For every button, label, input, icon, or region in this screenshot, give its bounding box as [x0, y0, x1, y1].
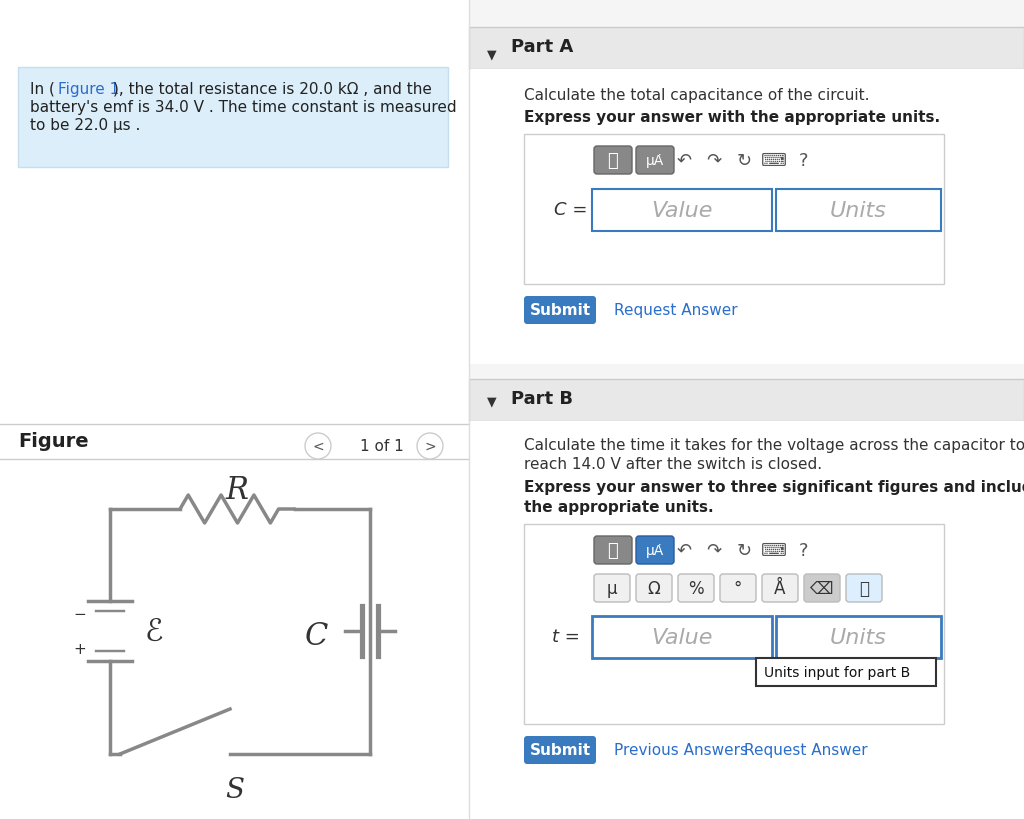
- Bar: [469, 70, 1024, 364]
- Text: ⌨: ⌨: [761, 541, 787, 559]
- Text: the appropriate units.: the appropriate units.: [524, 500, 714, 514]
- Text: Å: Å: [774, 579, 785, 597]
- Text: Units: Units: [829, 627, 887, 647]
- Bar: [524, 135, 944, 285]
- Text: C =: C =: [554, 201, 588, 219]
- Bar: [0, 0, 469, 819]
- Text: Value: Value: [651, 201, 713, 221]
- Text: Request Answer: Request Answer: [744, 743, 867, 758]
- Text: to be 22.0 μs .: to be 22.0 μs .: [30, 118, 140, 133]
- Text: Ω: Ω: [647, 579, 660, 597]
- Bar: [592, 190, 772, 232]
- FancyBboxPatch shape: [678, 574, 714, 602]
- Text: ⎕: ⎕: [607, 541, 618, 559]
- FancyBboxPatch shape: [524, 296, 596, 324]
- FancyBboxPatch shape: [636, 147, 674, 174]
- Text: ), the total resistance is 20.0 kΩ , and the: ), the total resistance is 20.0 kΩ , and…: [113, 82, 432, 97]
- Text: Submit: Submit: [529, 303, 591, 318]
- Text: ↷: ↷: [707, 152, 722, 170]
- Text: Previous Answers: Previous Answers: [614, 743, 748, 758]
- FancyBboxPatch shape: [594, 536, 632, 564]
- Text: ⌨: ⌨: [761, 152, 787, 170]
- Text: ▼: ▼: [487, 395, 497, 408]
- Text: In (: In (: [30, 82, 55, 97]
- Bar: [18, 68, 449, 168]
- FancyBboxPatch shape: [720, 574, 756, 602]
- Text: ?: ?: [800, 541, 809, 559]
- Text: R: R: [225, 474, 249, 505]
- Text: battery's emf is 34.0 V . The time constant is measured: battery's emf is 34.0 V . The time const…: [30, 100, 457, 115]
- Text: μ: μ: [607, 579, 617, 597]
- Text: Part A: Part A: [511, 38, 573, 56]
- FancyBboxPatch shape: [524, 736, 596, 764]
- Text: Part B: Part B: [511, 390, 573, 408]
- Circle shape: [305, 433, 331, 459]
- Text: ↷: ↷: [707, 541, 722, 559]
- Text: t =: t =: [552, 627, 580, 645]
- FancyBboxPatch shape: [846, 574, 882, 602]
- Text: ⬹: ⬹: [859, 579, 869, 597]
- Text: Figure 1: Figure 1: [58, 82, 119, 97]
- Text: −: −: [74, 606, 86, 622]
- Text: μȦ: μȦ: [646, 543, 665, 557]
- Text: Units input for part B: Units input for part B: [764, 665, 910, 679]
- Text: C: C: [305, 621, 329, 652]
- Text: ⌫: ⌫: [810, 579, 834, 597]
- Text: S: S: [225, 776, 245, 803]
- FancyBboxPatch shape: [636, 574, 672, 602]
- Bar: [469, 0, 1024, 819]
- Text: ↻: ↻: [736, 152, 752, 170]
- Text: ↻: ↻: [736, 541, 752, 559]
- Text: Value: Value: [651, 627, 713, 647]
- Text: reach 14.0 V after the switch is closed.: reach 14.0 V after the switch is closed.: [524, 456, 822, 472]
- Bar: [469, 28, 1024, 70]
- Text: ℰ: ℰ: [145, 617, 164, 645]
- Text: Units: Units: [829, 201, 887, 221]
- Bar: [469, 379, 1024, 422]
- Text: ↶: ↶: [677, 541, 691, 559]
- FancyBboxPatch shape: [762, 574, 798, 602]
- Text: Express your answer with the appropriate units.: Express your answer with the appropriate…: [524, 110, 940, 124]
- Bar: [776, 616, 941, 658]
- Text: ⎕: ⎕: [607, 152, 618, 170]
- Bar: [756, 658, 936, 686]
- Text: 1 of 1: 1 of 1: [360, 439, 403, 454]
- Text: ?: ?: [800, 152, 809, 170]
- Text: Express your answer to three significant figures and include: Express your answer to three significant…: [524, 479, 1024, 495]
- Circle shape: [417, 433, 443, 459]
- Text: °: °: [734, 579, 742, 597]
- Bar: [776, 190, 941, 232]
- FancyBboxPatch shape: [804, 574, 840, 602]
- Text: Submit: Submit: [529, 743, 591, 758]
- Bar: [592, 616, 772, 658]
- Text: ↶: ↶: [677, 152, 691, 170]
- FancyBboxPatch shape: [594, 147, 632, 174]
- Text: Figure: Figure: [18, 432, 89, 450]
- FancyBboxPatch shape: [594, 574, 630, 602]
- Text: +: +: [74, 641, 86, 656]
- Text: %: %: [688, 579, 703, 597]
- Text: <: <: [312, 440, 324, 454]
- Bar: [469, 422, 1024, 819]
- Text: Calculate the time it takes for the voltage across the capacitor to: Calculate the time it takes for the volt…: [524, 437, 1024, 452]
- Bar: [524, 524, 944, 724]
- Text: >: >: [424, 440, 436, 454]
- Text: Request Answer: Request Answer: [614, 303, 737, 318]
- FancyBboxPatch shape: [636, 536, 674, 564]
- Text: μȦ: μȦ: [646, 154, 665, 168]
- Text: ▼: ▼: [487, 48, 497, 61]
- Text: Calculate the total capacitance of the circuit.: Calculate the total capacitance of the c…: [524, 88, 869, 103]
